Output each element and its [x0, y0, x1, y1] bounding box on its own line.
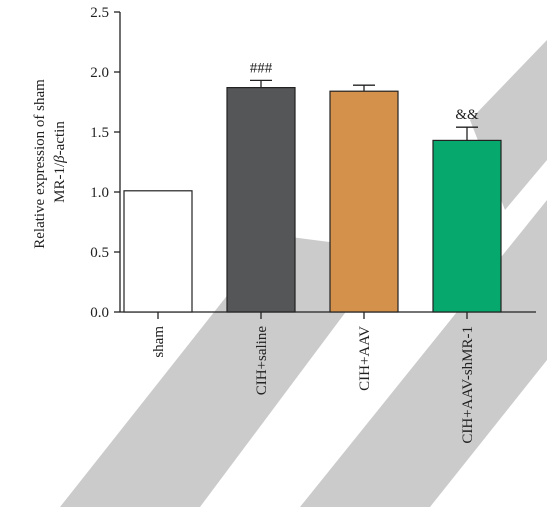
y-axis-label-line-1: Relative expression of sham	[32, 79, 48, 249]
y-axis-label-beta: β	[52, 155, 68, 164]
y-tick-label: 0.0	[90, 305, 109, 321]
significance-label: ###	[250, 60, 273, 76]
category-label: CIH+saline	[254, 326, 270, 396]
y-tick-label: 2.5	[90, 5, 109, 21]
y-axis: 0.0 0.5 1.0 1.5 2.0 2.5	[90, 5, 121, 321]
bar	[432, 139, 502, 313]
y-tick-label: 1.5	[90, 125, 109, 141]
bars: sham ### CIH+saline CIH+AAV && CIH+AAV-shMR-1	[123, 60, 502, 444]
y-axis-label-line-2a: MR-1/	[52, 162, 68, 203]
y-tick-label: 2.0	[90, 65, 109, 81]
bar	[226, 86, 296, 313]
bar	[123, 190, 193, 313]
bar	[329, 90, 399, 313]
category-label: sham	[151, 326, 167, 358]
y-axis-label-line-2b: -actin	[52, 121, 68, 156]
category-label: CIH+AAV	[357, 326, 373, 391]
y-tick-label: 1.0	[90, 185, 109, 201]
watermark-stroke-1	[60, 235, 392, 507]
significance-label: &&	[455, 107, 479, 123]
y-axis-label: Relative expression of sham MR-1/β-actin	[31, 75, 68, 249]
y-tick-label: 0.5	[90, 245, 109, 261]
category-label: CIH+AAV-shMR-1	[460, 326, 476, 444]
